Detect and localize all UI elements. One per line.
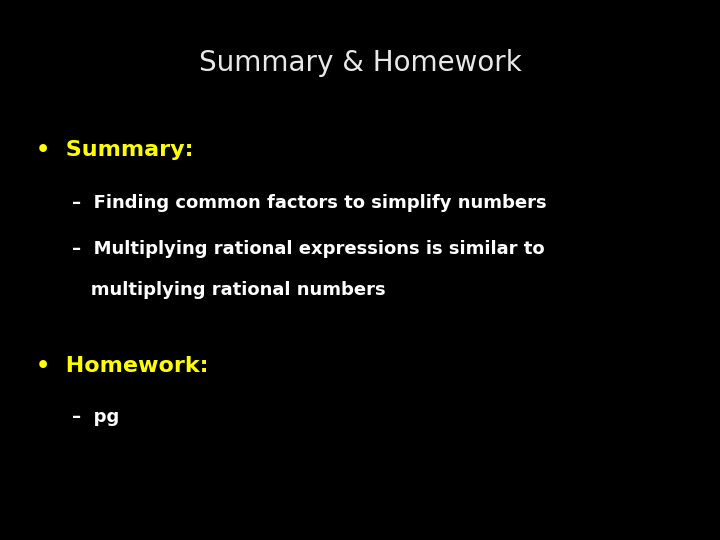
Text: •  Homework:: • Homework: xyxy=(36,356,209,376)
Text: –  Finding common factors to simplify numbers: – Finding common factors to simplify num… xyxy=(72,194,546,212)
Text: •  Summary:: • Summary: xyxy=(36,140,194,160)
Text: multiplying rational numbers: multiplying rational numbers xyxy=(72,281,386,299)
Text: –  pg: – pg xyxy=(72,408,120,426)
Text: –  Multiplying rational expressions is similar to: – Multiplying rational expressions is si… xyxy=(72,240,544,258)
Text: Summary & Homework: Summary & Homework xyxy=(199,49,521,77)
